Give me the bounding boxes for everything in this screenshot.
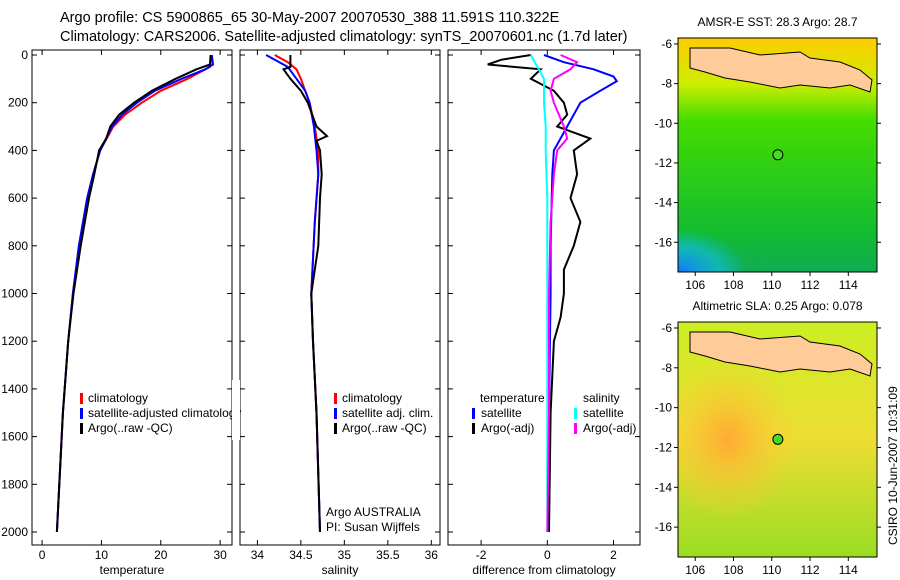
title-line-1: Argo profile: CS 5900865_65 30-May-2007 … bbox=[60, 10, 560, 26]
series-line-argo-raw-qc- bbox=[55, 54, 212, 533]
legend-clip bbox=[232, 380, 240, 440]
y-tick-label: 0 bbox=[21, 48, 28, 62]
legend-header-salinity: salinity bbox=[583, 391, 620, 405]
annotation-pi: PI: Susan Wijffels bbox=[326, 520, 420, 534]
y-tick-label: 400 bbox=[8, 143, 28, 157]
legend-label: Argo(-adj) bbox=[583, 421, 636, 435]
map-lat-label: -6 bbox=[661, 321, 672, 335]
legend-swatch bbox=[574, 408, 577, 419]
legend-swatch bbox=[574, 423, 577, 434]
map-lat-label: -8 bbox=[661, 77, 672, 91]
map-lat-label: -10 bbox=[655, 116, 673, 130]
map-lon-label: 108 bbox=[723, 278, 743, 292]
x-tick-label: 35 bbox=[338, 548, 352, 562]
map-lon-label: 112 bbox=[800, 278, 819, 292]
map-frame bbox=[677, 37, 878, 273]
sst-map bbox=[678, 38, 877, 272]
map-lat-label: -16 bbox=[655, 235, 673, 249]
map-lon-label: 114 bbox=[839, 563, 858, 577]
legend-swatch bbox=[80, 393, 83, 404]
legend-label: Argo(..raw -QC) bbox=[88, 421, 173, 435]
x-tick-label: 20 bbox=[154, 548, 168, 562]
map-frame bbox=[677, 321, 878, 558]
map-lat-label: -16 bbox=[655, 520, 673, 534]
annotation-float-owner: Argo AUSTRALIA bbox=[326, 505, 421, 519]
legend-header-temperature: temperature bbox=[480, 391, 545, 405]
map-lon-label: 110 bbox=[762, 278, 781, 292]
legend-label: climatology bbox=[342, 391, 402, 405]
x-axis-label: temperature bbox=[100, 563, 165, 577]
series-line-climatology bbox=[55, 54, 213, 533]
plot-frame bbox=[239, 49, 441, 546]
x-tick-label: 30 bbox=[213, 548, 227, 562]
x-tick-label: 10 bbox=[95, 548, 109, 562]
map-lon-label: 110 bbox=[762, 563, 781, 577]
map-lon-label: 112 bbox=[800, 563, 819, 577]
x-tick-label: 2 bbox=[610, 548, 617, 562]
x-axis-label: difference from climatology bbox=[472, 563, 615, 577]
legend-label: satellite bbox=[583, 406, 624, 420]
map-lat-label: -8 bbox=[661, 361, 672, 375]
legend-label: Argo(-adj) bbox=[481, 421, 534, 435]
map-lon-label: 106 bbox=[685, 563, 705, 577]
argo-position-marker bbox=[772, 149, 784, 161]
map-lon-label: 106 bbox=[685, 278, 705, 292]
map-lon-label: 108 bbox=[723, 563, 743, 577]
map-lat-label: -14 bbox=[655, 196, 673, 210]
map-title: AMSR-E SST: 28.3 Argo: 28.7 bbox=[697, 15, 857, 29]
x-axis-label: salinity bbox=[322, 563, 359, 577]
legend-swatch bbox=[472, 423, 475, 434]
sst-cold-patch bbox=[678, 150, 877, 272]
legend-swatch bbox=[334, 393, 337, 404]
y-tick-label: 800 bbox=[8, 239, 28, 253]
map-title: Altimetric SLA: 0.25 Argo: 0.078 bbox=[692, 299, 862, 313]
map-lon-label: 114 bbox=[839, 278, 858, 292]
plot-frame bbox=[447, 49, 641, 546]
y-tick-label: 1400 bbox=[1, 382, 28, 396]
x-tick-label: 34.5 bbox=[289, 548, 313, 562]
legend-swatch bbox=[472, 408, 475, 419]
map-lat-label: -12 bbox=[655, 156, 673, 170]
legend-label: satellite adj. clim. bbox=[342, 406, 433, 420]
y-tick-label: 1000 bbox=[1, 287, 28, 301]
y-tick-label: 2000 bbox=[1, 525, 28, 539]
y-tick-label: 1800 bbox=[1, 477, 28, 491]
x-tick-label: 0 bbox=[39, 548, 46, 562]
series-line-argo-raw-qc- bbox=[281, 55, 329, 533]
legend-label: satellite-adjusted climatology bbox=[88, 406, 241, 420]
x-tick-label: 0 bbox=[544, 548, 551, 562]
x-tick-label: 35.5 bbox=[376, 548, 400, 562]
legend-label: Argo(..raw -QC) bbox=[342, 421, 427, 435]
legend-swatch bbox=[80, 408, 83, 419]
series-line-salinity-argo-adj- bbox=[546, 54, 579, 533]
x-tick-label: -2 bbox=[476, 548, 487, 562]
series-line-temperature-satellite bbox=[543, 54, 619, 532]
map-lat-label: -14 bbox=[655, 480, 673, 494]
series-line-salinity-satellite bbox=[529, 54, 549, 532]
y-tick-label: 1600 bbox=[1, 430, 28, 444]
y-tick-label: 200 bbox=[8, 96, 28, 110]
y-tick-label: 600 bbox=[8, 191, 28, 205]
y-tick-label: 1200 bbox=[1, 334, 28, 348]
side-stamp: CSIRO 10-Jun-2007 10:31:09 bbox=[886, 386, 900, 545]
map-lat-label: -10 bbox=[655, 401, 673, 415]
map-lat-label: -6 bbox=[661, 37, 672, 51]
legend-swatch bbox=[334, 408, 337, 419]
plot-frame bbox=[31, 49, 233, 546]
series-line-temperature-argo-adj- bbox=[487, 54, 593, 533]
java-land bbox=[689, 47, 873, 93]
legend-label: satellite bbox=[481, 406, 522, 420]
java-land bbox=[689, 331, 873, 377]
argo-position-marker bbox=[772, 433, 784, 445]
legend-label: climatology bbox=[88, 391, 148, 405]
title-line-2: Climatology: CARS2006. Satellite-adjuste… bbox=[60, 29, 628, 45]
legend-swatch bbox=[334, 423, 337, 434]
legend-swatch bbox=[80, 423, 83, 434]
x-tick-label: 36 bbox=[425, 548, 439, 562]
map-lat-label: -12 bbox=[655, 440, 673, 454]
series-line-satellite-adjusted-climatology bbox=[55, 54, 215, 533]
x-tick-label: 34 bbox=[251, 548, 265, 562]
